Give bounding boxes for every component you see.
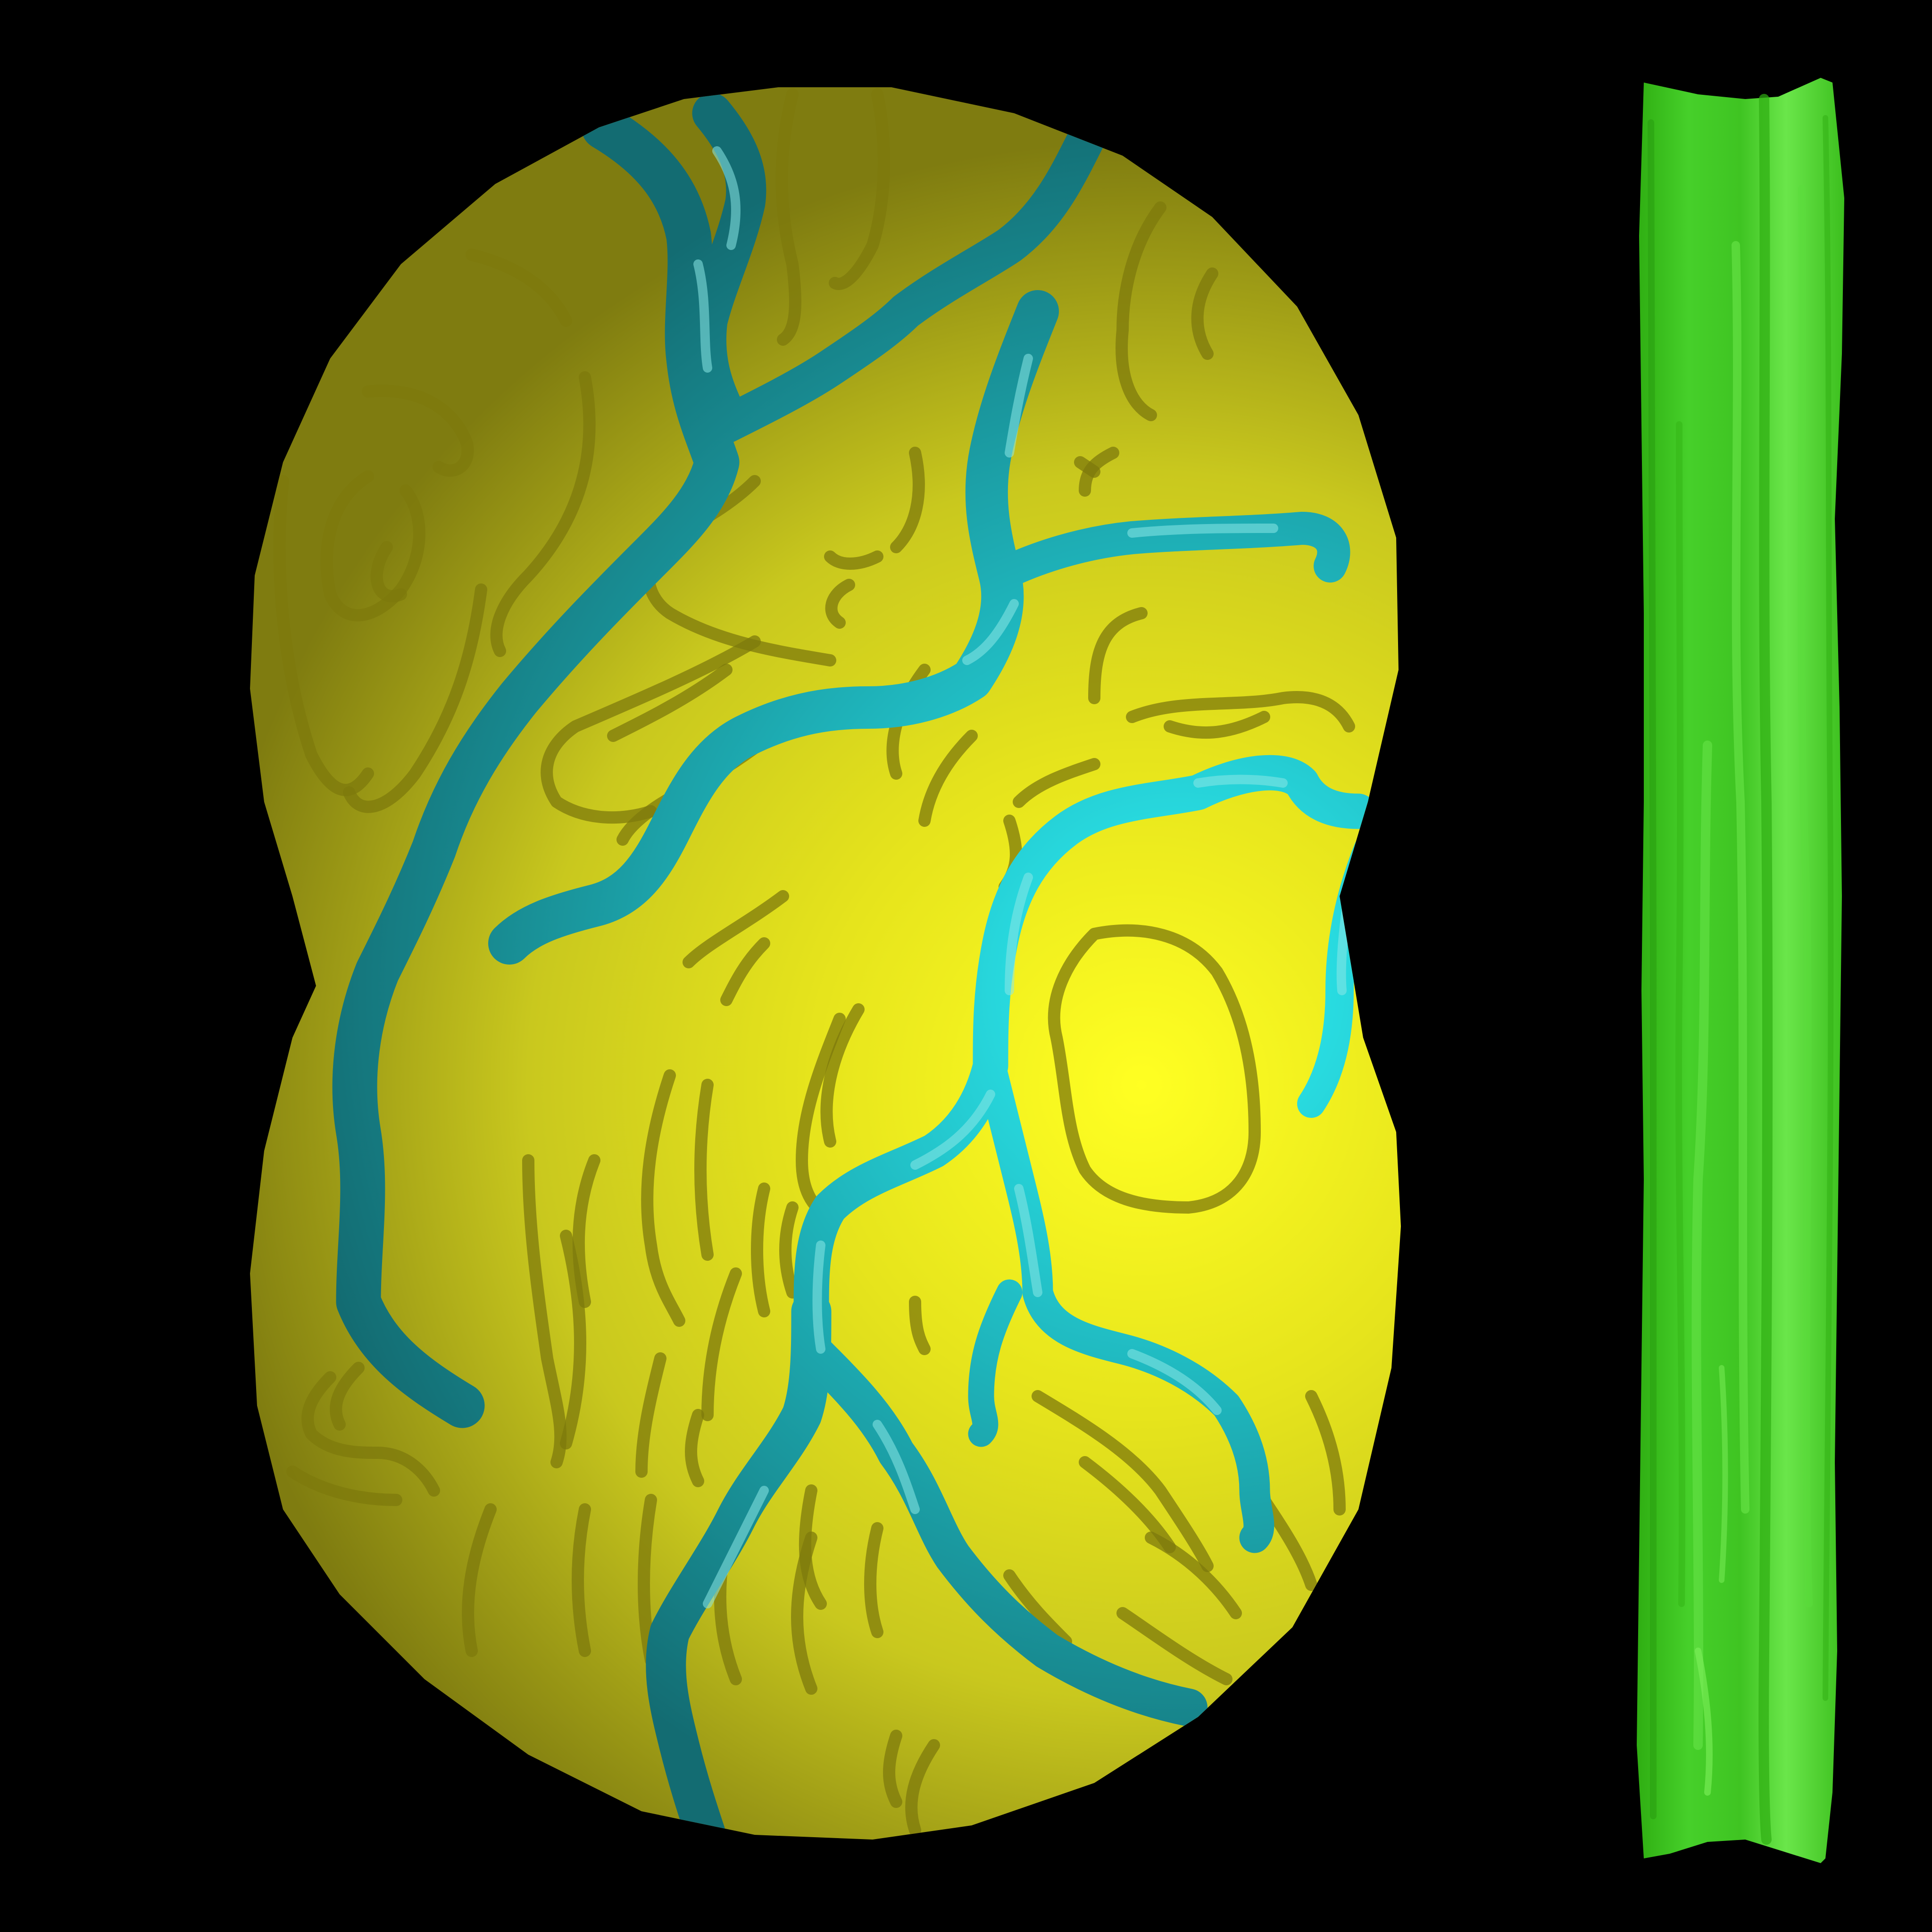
river-central-west [708, 87, 1137, 443]
terrain-rivers [332, 87, 1382, 1840]
river-center-bright [793, 755, 1376, 1329]
green-strip-texture [1637, 78, 1844, 1863]
river-highlights [693, 146, 1354, 1608]
river-east-branch [488, 290, 1059, 965]
green-strip-folds [1648, 94, 1834, 1845]
terrain-map-texture [250, 87, 1401, 1840]
river-south-tributary [968, 1279, 1023, 1447]
river-center-lower [646, 1291, 832, 1840]
river-southeast-branch [975, 1050, 1274, 1553]
river-east-tributary [983, 512, 1350, 592]
